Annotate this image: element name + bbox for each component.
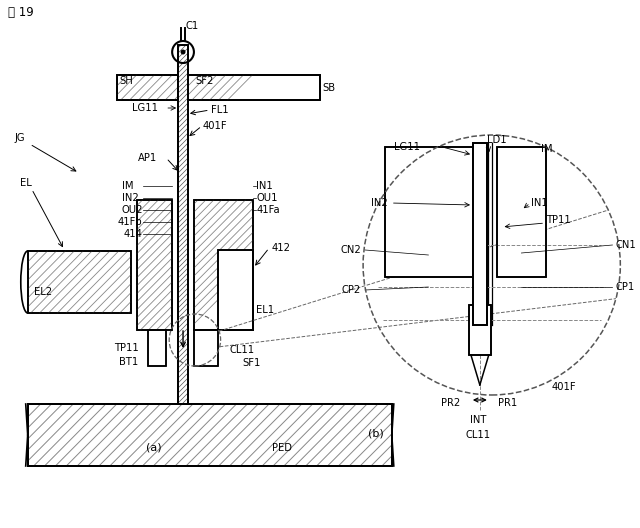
Bar bbox=[116, 75, 319, 100]
Text: IN1: IN1 bbox=[256, 181, 273, 191]
Bar bbox=[178, 45, 188, 404]
Text: LG11: LG11 bbox=[132, 103, 157, 113]
Text: CN2: CN2 bbox=[340, 245, 361, 255]
Text: SF2: SF2 bbox=[195, 76, 213, 86]
Circle shape bbox=[180, 50, 186, 54]
Text: CN1: CN1 bbox=[616, 240, 636, 250]
Text: SF1: SF1 bbox=[243, 358, 260, 368]
Text: TP11: TP11 bbox=[546, 215, 571, 225]
Bar bbox=[194, 330, 218, 366]
Text: LG11: LG11 bbox=[394, 142, 420, 152]
Bar bbox=[148, 330, 166, 366]
Text: 図 19: 図 19 bbox=[8, 5, 34, 18]
Text: (a): (a) bbox=[147, 443, 162, 453]
Text: IM: IM bbox=[541, 144, 553, 154]
Text: IN1: IN1 bbox=[531, 198, 548, 208]
Bar bbox=[469, 305, 491, 355]
Bar bbox=[28, 251, 131, 313]
Text: PR1: PR1 bbox=[498, 398, 517, 408]
Text: 414: 414 bbox=[124, 229, 143, 239]
Bar bbox=[28, 404, 392, 466]
Bar bbox=[469, 305, 491, 355]
Text: LD1: LD1 bbox=[487, 135, 506, 145]
Text: PED: PED bbox=[272, 443, 292, 453]
Bar bbox=[473, 143, 487, 325]
Bar bbox=[473, 143, 487, 325]
Text: IN2: IN2 bbox=[122, 193, 138, 203]
Text: AP1: AP1 bbox=[138, 153, 157, 163]
Bar bbox=[178, 45, 188, 404]
Text: C1: C1 bbox=[185, 21, 198, 31]
Bar bbox=[218, 250, 253, 330]
Bar bbox=[136, 200, 172, 330]
Bar bbox=[194, 330, 218, 366]
Text: BT1: BT1 bbox=[119, 357, 138, 367]
Text: CP1: CP1 bbox=[616, 282, 635, 292]
Bar bbox=[218, 250, 253, 330]
Text: 41Fa: 41Fa bbox=[256, 205, 280, 215]
Text: OU2: OU2 bbox=[122, 205, 143, 215]
Text: SH: SH bbox=[120, 76, 134, 86]
Bar bbox=[385, 147, 473, 277]
Text: 41Fb: 41Fb bbox=[118, 217, 142, 227]
Text: CP2: CP2 bbox=[342, 285, 361, 295]
Text: IM: IM bbox=[122, 181, 133, 191]
Text: EL2: EL2 bbox=[34, 287, 52, 297]
Text: PR2: PR2 bbox=[441, 398, 460, 408]
Bar bbox=[148, 330, 166, 366]
Text: CL11: CL11 bbox=[230, 345, 255, 355]
Text: CL11: CL11 bbox=[465, 430, 490, 440]
Bar bbox=[28, 404, 392, 466]
Bar bbox=[497, 147, 546, 277]
Text: SB: SB bbox=[323, 83, 335, 93]
Bar bbox=[194, 200, 253, 330]
Text: (b): (b) bbox=[368, 428, 384, 438]
Text: OU1: OU1 bbox=[256, 193, 278, 203]
Bar bbox=[194, 200, 253, 330]
Bar bbox=[385, 147, 473, 277]
Text: 401F: 401F bbox=[203, 121, 227, 131]
Text: INT: INT bbox=[470, 415, 486, 425]
Text: TP11: TP11 bbox=[114, 343, 138, 353]
Text: 412: 412 bbox=[271, 243, 290, 253]
Text: FL1: FL1 bbox=[211, 105, 228, 115]
Text: EL: EL bbox=[20, 178, 31, 188]
Text: EL1: EL1 bbox=[256, 305, 275, 315]
Bar bbox=[136, 200, 172, 330]
Text: JG: JG bbox=[15, 133, 26, 143]
Bar bbox=[497, 147, 546, 277]
Text: IN2: IN2 bbox=[371, 198, 388, 208]
Text: 401F: 401F bbox=[551, 382, 576, 392]
Bar bbox=[116, 75, 319, 100]
Bar bbox=[28, 251, 131, 313]
